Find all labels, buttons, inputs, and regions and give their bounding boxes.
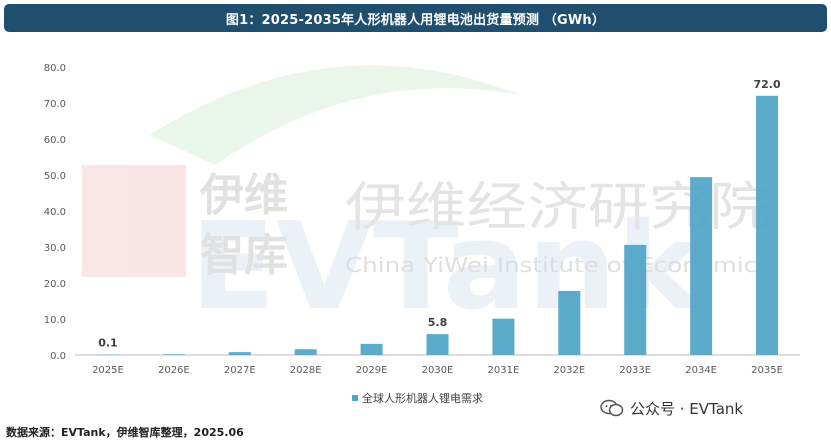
x-tick-label: 2029E xyxy=(356,365,388,376)
x-tick-label: 2035E xyxy=(751,365,783,376)
bar xyxy=(96,354,119,356)
y-tick-label: 80.0 xyxy=(44,63,66,74)
y-tick-label: 10.0 xyxy=(44,315,66,326)
watermark-seal xyxy=(82,165,186,277)
y-tick-label: 40.0 xyxy=(44,207,66,218)
x-tick-label: 2027E xyxy=(224,365,256,376)
bar xyxy=(162,354,185,355)
watermark: EVTank 伊维 智库 伊维经济研究院 China YiWei Institu… xyxy=(82,65,770,337)
wechat-label: 公众号 · EVTank xyxy=(630,399,744,418)
y-tick-label: 20.0 xyxy=(44,279,66,290)
chart-title: 图1：2025-2035年人形机器人用锂电池出货量预测 （GWh） xyxy=(225,12,606,28)
watermark-cn-brand-2: 智库 xyxy=(200,230,288,281)
bar xyxy=(228,352,251,355)
wechat-account: 公众号 · EVTank xyxy=(600,398,743,418)
y-tick-label: 50.0 xyxy=(44,171,66,182)
bar xyxy=(558,290,581,355)
x-tick-label: 2032E xyxy=(553,365,585,376)
y-tick-label: 60.0 xyxy=(44,135,66,146)
chart-area: EVTank 伊维 智库 伊维经济研究院 China YiWei Institu… xyxy=(0,40,831,420)
bar xyxy=(360,343,383,355)
bar xyxy=(624,244,647,355)
x-tick-label: 2025E xyxy=(92,365,124,376)
data-source: 数据来源：EVTank，伊维智库整理，2025.06 xyxy=(6,426,244,439)
bar xyxy=(294,349,317,355)
wechat-icon xyxy=(600,399,624,417)
y-tick-label: 30.0 xyxy=(44,243,66,254)
bar xyxy=(756,95,779,356)
data-label: 0.1 xyxy=(98,337,118,350)
bar-chart: EVTank 伊维 智库 伊维经济研究院 China YiWei Institu… xyxy=(44,63,800,405)
data-label: 5.8 xyxy=(428,316,448,329)
x-tick-label: 2030E xyxy=(422,365,454,376)
watermark-swoosh xyxy=(150,65,520,165)
bar xyxy=(492,318,515,355)
x-tick-label: 2034E xyxy=(685,365,717,376)
bar xyxy=(690,177,713,355)
watermark-brand: EVTank xyxy=(190,198,703,337)
x-tick-label: 2033E xyxy=(619,365,651,376)
y-tick-label: 70.0 xyxy=(44,99,66,110)
legend-label: 全球人形机器人锂电需求 xyxy=(362,391,483,405)
x-tick-label: 2026E xyxy=(158,365,190,376)
chart-title-bar: 图1：2025-2035年人形机器人用锂电池出货量预测 （GWh） xyxy=(4,4,827,32)
legend-swatch xyxy=(352,395,358,401)
y-tick-label: 0.0 xyxy=(50,351,66,362)
x-tick-label: 2031E xyxy=(488,365,520,376)
watermark-cn-brand-1: 伊维 xyxy=(199,170,288,221)
x-tick-label: 2028E xyxy=(290,365,322,376)
bar xyxy=(426,334,449,355)
data-label: 72.0 xyxy=(753,78,780,91)
